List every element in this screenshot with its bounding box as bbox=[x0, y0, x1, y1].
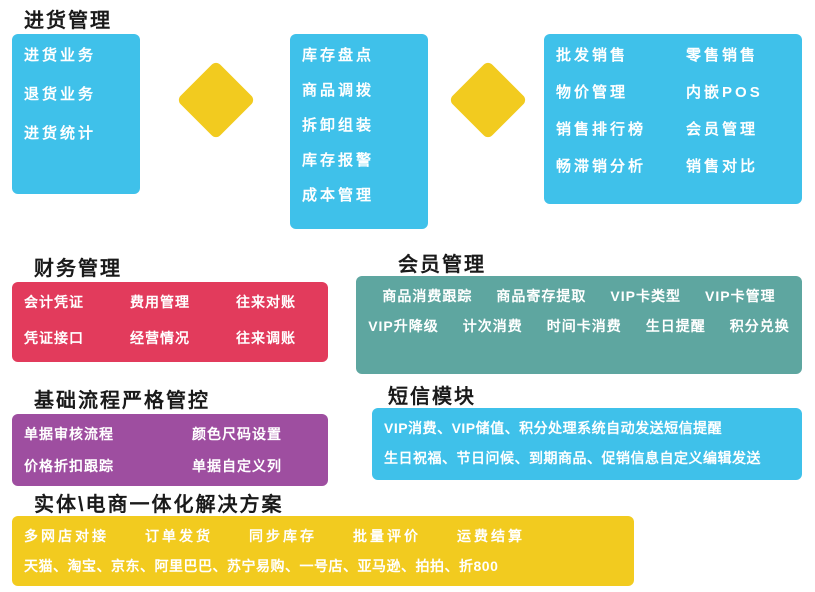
list-item: 同步库存 bbox=[249, 526, 317, 546]
member-panel: 商品消费跟踪 商品寄存提取 VIP卡类型 VIP卡管理 VIP升降级 计次消费 时间卡消费 生… bbox=[356, 276, 802, 374]
list-item: 生日提醒 bbox=[646, 316, 706, 336]
list-item: 销售对比 bbox=[686, 155, 763, 176]
diamond-connector-2 bbox=[448, 60, 527, 139]
list-item: 销售排行榜 bbox=[556, 118, 646, 139]
ecom-platforms: 天猫、淘宝、京东、阿里巴巴、苏宁易购、一号店、亚马逊、拍拍、折800 bbox=[24, 556, 622, 576]
list-item: 往来对账 bbox=[236, 292, 316, 312]
list-item: 往来调账 bbox=[236, 328, 316, 348]
process-header: 基础流程严格管控 bbox=[34, 384, 210, 413]
sms-header: 短信模块 bbox=[388, 380, 476, 409]
list-item: 时间卡消费 bbox=[547, 316, 622, 336]
list-item: 进货统计 bbox=[24, 122, 128, 143]
process-panel: 单据审核流程 颜色尺码设置价格折扣跟踪 单据自定义列 bbox=[12, 414, 328, 486]
list-item: 零售销售 bbox=[686, 44, 763, 65]
diamond-connector-1 bbox=[176, 60, 255, 139]
ecom-header: 实体\电商一体化解决方案 bbox=[34, 488, 284, 517]
list-item: 进货业务 bbox=[24, 44, 128, 65]
list-item: 计次消费 bbox=[463, 316, 523, 336]
list-item: 生日祝福、节日问候、到期商品、促销信息自定义编辑发送 bbox=[384, 448, 790, 468]
list-item: 库存盘点 bbox=[302, 44, 416, 65]
list-item: 内嵌POS bbox=[686, 81, 763, 102]
list-item: 批发销售 bbox=[556, 44, 646, 65]
list-item: VIP升降级 bbox=[368, 316, 439, 336]
list-item: 单据审核流程 bbox=[24, 424, 148, 444]
member-header: 会员管理 bbox=[398, 248, 486, 277]
list-item: 商品消费跟踪 bbox=[382, 286, 472, 306]
list-item: 积分兑换 bbox=[730, 316, 790, 336]
list-item: 运费结算 bbox=[457, 526, 525, 546]
sales-panel: 批发销售物价管理销售排行榜畅滞销分析 零售销售内嵌POS 会员管理销售对比 bbox=[544, 34, 802, 204]
list-item: VIP卡管理 bbox=[705, 286, 776, 306]
list-item: 订单发货 bbox=[145, 526, 213, 546]
list-item: 拆卸组装 bbox=[302, 114, 416, 135]
purchase-header: 进货管理 bbox=[24, 4, 112, 33]
list-item: 会计凭证 bbox=[24, 292, 104, 312]
list-item: 成本管理 bbox=[302, 184, 416, 205]
list-item: 退货业务 bbox=[24, 83, 128, 104]
stock-panel: 库存盘点商品调拨拆卸组装库存报警成本管理 bbox=[290, 34, 428, 229]
list-item: 物价管理 bbox=[556, 81, 646, 102]
finance-header: 财务管理 bbox=[34, 252, 122, 281]
list-item: 畅滞销分析 bbox=[556, 155, 646, 176]
list-item: 颜色尺码设置 bbox=[192, 424, 316, 444]
list-item: 批量评价 bbox=[353, 526, 421, 546]
list-item: 多网店对接 bbox=[24, 526, 109, 546]
list-item: 经营情况 bbox=[130, 328, 210, 348]
finance-panel: 会计凭证 费用管理 往来对账凭证接口 经营情况 往来调账 bbox=[12, 282, 328, 362]
list-item: VIP消费、VIP储值、积分处理系统自动发送短信提醒 bbox=[384, 418, 790, 438]
list-item: 价格折扣跟踪 bbox=[24, 456, 148, 476]
list-item: 库存报警 bbox=[302, 149, 416, 170]
ecom-panel: 多网店对接 订单发货 同步库存 批量评价 运费结算 天猫、淘宝、京东、阿里巴巴、苏宁易购… bbox=[12, 516, 634, 586]
sms-panel: VIP消费、VIP储值、积分处理系统自动发送短信提醒生日祝福、节日问候、到期商品… bbox=[372, 408, 802, 480]
list-item: 费用管理 bbox=[130, 292, 210, 312]
list-item: 会员管理 bbox=[686, 118, 763, 139]
list-item: 商品调拨 bbox=[302, 79, 416, 100]
list-item: 商品寄存提取 bbox=[496, 286, 586, 306]
purchase-panel: 进货业务退货业务进货统计 bbox=[12, 34, 140, 194]
list-item: 单据自定义列 bbox=[192, 456, 316, 476]
list-item: VIP卡类型 bbox=[610, 286, 681, 306]
list-item: 凭证接口 bbox=[24, 328, 104, 348]
